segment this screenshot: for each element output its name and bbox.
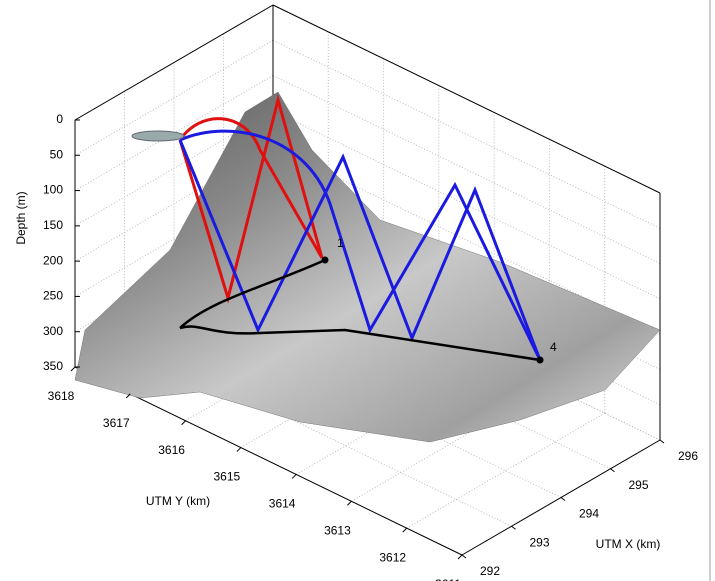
y-axis-label: UTM Y (km) (146, 494, 210, 508)
y-tick-label: 3613 (324, 523, 351, 537)
z-tick-label: 50 (50, 147, 64, 161)
x-tick (511, 525, 516, 530)
y-tick-label: 3618 (48, 389, 75, 403)
x-tick-label: 293 (529, 535, 549, 549)
axis-edge (74, 4, 274, 121)
axis-edge (74, 366, 463, 556)
fish-icon (131, 130, 185, 142)
annotation: 1 (337, 236, 344, 250)
y-tick-label: 3617 (103, 416, 130, 430)
grid-line (74, 39, 274, 156)
seafloor-surface (74, 91, 661, 443)
z-tick-label: 200 (43, 253, 63, 267)
z-tick-label: 100 (43, 183, 63, 197)
y-tick (236, 447, 242, 452)
grid-line (351, 385, 550, 502)
y-tick (457, 554, 463, 560)
axis-edge (272, 4, 661, 194)
x-tick-label: 295 (628, 478, 648, 492)
x-tick (560, 497, 566, 501)
y-tick (181, 420, 186, 426)
track-line (179, 258, 541, 362)
y-tick (291, 474, 297, 479)
station-point (536, 356, 544, 364)
y-tick (70, 366, 76, 372)
z-tick-label: 350 (43, 359, 63, 373)
grid-line (74, 180, 274, 297)
y-tick-label: 3612 (379, 550, 406, 564)
x-tick-label: 292 (480, 564, 500, 578)
y-tick-label: 3614 (269, 497, 296, 511)
blue-ray-path (178, 139, 542, 361)
y-tick-label: 3616 (158, 443, 185, 457)
grid-line (406, 412, 605, 529)
x-axis-label: UTM X (km) (596, 537, 661, 551)
x-tick (659, 439, 665, 444)
station-point (321, 256, 329, 264)
z-tick-label: 150 (43, 218, 63, 232)
y-tick (402, 527, 408, 533)
red-ray-paths (178, 94, 324, 304)
y-tick-label: 3615 (214, 470, 241, 484)
grid-line (74, 110, 274, 227)
x-tick (610, 468, 615, 473)
y-tick-label: 3611 (435, 577, 461, 581)
grid-line (74, 145, 274, 262)
z-tick-label: 300 (43, 324, 63, 338)
blue-ray-path (179, 129, 542, 361)
x-tick (461, 554, 467, 559)
x-tick-label: 294 (579, 507, 599, 521)
x-tick-label: 296 (678, 449, 698, 463)
annotation: 4 (550, 340, 557, 354)
z-tick-label: 250 (43, 289, 63, 303)
z-axis-label: Depth (m) (14, 191, 28, 244)
y-tick (125, 393, 131, 399)
z-tick-label: 0 (56, 112, 63, 126)
y-tick (347, 500, 352, 506)
